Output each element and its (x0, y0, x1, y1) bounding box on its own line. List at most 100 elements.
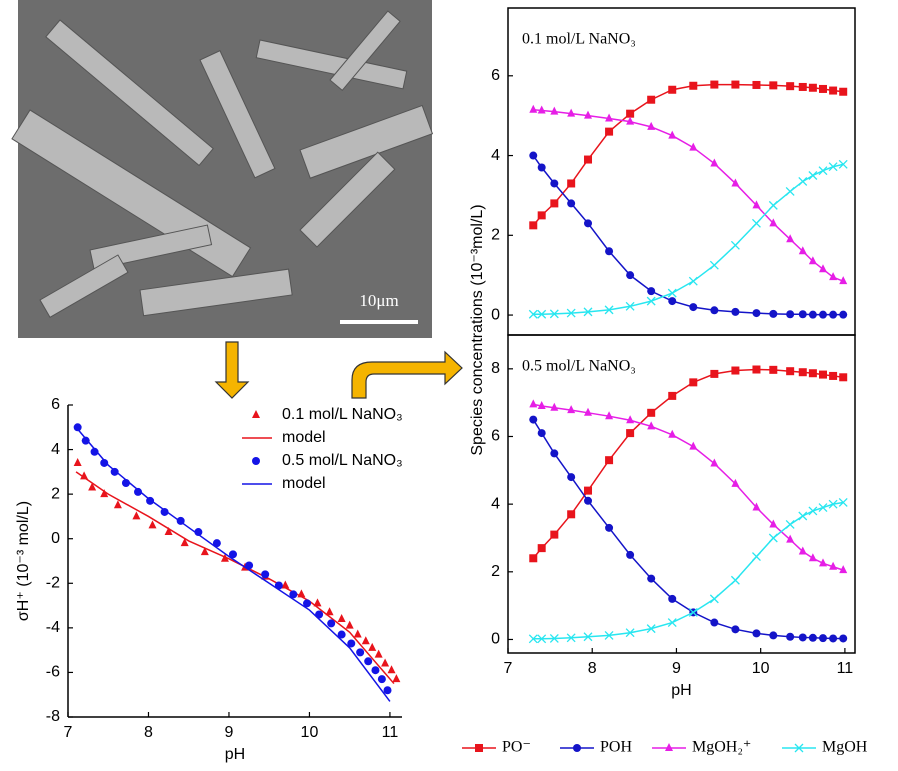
y-tick-label: 6 (51, 396, 60, 413)
marker (73, 423, 82, 432)
marker (818, 84, 827, 93)
marker (584, 155, 593, 164)
marker (81, 436, 90, 445)
legend-label: 0.1 mol/L NaNO₃ (282, 406, 403, 423)
marker (808, 506, 818, 516)
marker (829, 561, 838, 570)
x-tick-label: 8 (144, 724, 153, 741)
marker (647, 121, 656, 130)
marker (626, 109, 635, 118)
marker (626, 415, 635, 424)
legend-marker (665, 743, 673, 751)
marker (808, 310, 817, 319)
marker (327, 619, 336, 628)
marker (752, 80, 761, 89)
marker (731, 366, 740, 375)
marker (785, 519, 795, 529)
marker (583, 307, 593, 317)
marker (808, 256, 817, 265)
marker (200, 547, 209, 556)
x-tick-label: 11 (837, 660, 854, 677)
marker (752, 629, 761, 638)
y-tick-label: -6 (46, 664, 60, 681)
marker (212, 539, 221, 548)
marker (164, 527, 173, 536)
marker (345, 620, 354, 629)
marker (730, 575, 740, 585)
marker (550, 199, 559, 208)
y-tick-label: 4 (491, 495, 500, 512)
marker (537, 211, 546, 220)
marker (818, 310, 827, 319)
marker (387, 665, 396, 674)
marker (88, 482, 97, 491)
marker (769, 81, 778, 90)
marker (829, 371, 838, 380)
marker (73, 457, 82, 466)
legend-label: PO⁻ (502, 739, 531, 756)
marker (808, 171, 818, 180)
marker (647, 408, 656, 417)
marker (245, 561, 254, 570)
sem-image (11, 0, 434, 338)
y-tick-label: 6 (491, 67, 500, 84)
marker (668, 130, 677, 139)
marker (361, 636, 370, 645)
marker (731, 478, 740, 487)
marker (798, 177, 808, 186)
marker (584, 486, 593, 495)
y-axis-label: Species concentrations (10⁻³mol/L) (469, 204, 486, 455)
marker (647, 574, 656, 583)
marker (786, 310, 795, 319)
marker (537, 429, 546, 438)
marker (798, 368, 807, 377)
marker (289, 590, 298, 599)
marker (769, 631, 778, 640)
marker (828, 499, 838, 509)
marker (839, 565, 848, 574)
marker (537, 309, 547, 319)
marker (668, 85, 677, 94)
marker (839, 634, 848, 643)
marker (752, 365, 761, 374)
legend-label: POH (600, 739, 632, 756)
marker (786, 367, 795, 376)
y-tick-label: 8 (491, 360, 500, 377)
marker (818, 370, 827, 379)
y-tick-label: -8 (46, 708, 60, 725)
marker (818, 166, 828, 176)
marker (769, 519, 778, 528)
marker (550, 530, 559, 539)
series-line (533, 163, 844, 316)
marker (584, 496, 593, 505)
marker (818, 558, 827, 567)
marker (347, 639, 356, 648)
series-line (532, 155, 844, 316)
marker (786, 534, 795, 543)
marker (537, 105, 546, 114)
series-line (532, 368, 844, 559)
marker (752, 502, 761, 511)
marker (528, 634, 538, 644)
marker (710, 458, 719, 467)
series-line (532, 83, 844, 226)
y-tick-label: 2 (51, 485, 60, 502)
marker (584, 407, 593, 416)
marker (550, 402, 559, 411)
marker (537, 163, 546, 172)
marker (798, 82, 807, 91)
marker (626, 116, 635, 125)
marker (730, 240, 740, 250)
marker (798, 246, 807, 255)
marker (134, 487, 143, 496)
marker (839, 310, 848, 319)
marker (838, 159, 848, 169)
marker (567, 405, 576, 414)
marker (605, 247, 614, 256)
x-tick-label: 7 (504, 660, 513, 677)
marker (768, 200, 778, 210)
marker (838, 497, 848, 507)
marker (668, 391, 677, 400)
marker (668, 594, 677, 603)
